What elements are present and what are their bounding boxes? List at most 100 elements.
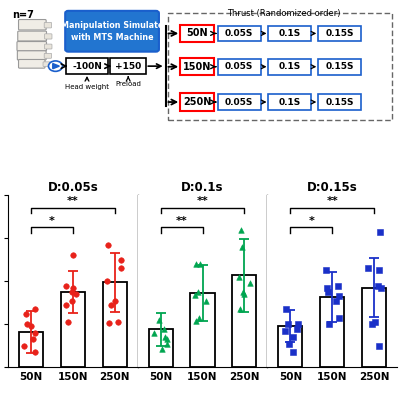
Point — [163, 336, 170, 342]
Title: D:0.15s: D:0.15s — [307, 181, 358, 194]
Point — [336, 315, 342, 321]
Text: 0.1S: 0.1S — [279, 62, 301, 71]
Point — [117, 256, 124, 263]
Text: Manipulation Simulate
with MTS Machine: Manipulation Simulate with MTS Machine — [61, 21, 163, 41]
Point — [294, 321, 301, 327]
Title: D:0.1s: D:0.1s — [181, 181, 224, 194]
Point — [375, 282, 381, 289]
Bar — [103, 282, 127, 367]
Point — [324, 284, 330, 291]
Text: *: * — [308, 216, 314, 226]
Point — [106, 320, 113, 326]
Point — [372, 319, 378, 325]
Point — [160, 325, 167, 332]
Point — [335, 282, 342, 289]
Point — [118, 265, 124, 271]
Bar — [148, 329, 173, 367]
Text: Preload: Preload — [115, 81, 141, 87]
FancyBboxPatch shape — [43, 62, 51, 66]
Text: -100N: -100N — [72, 62, 102, 71]
Text: 0.05S: 0.05S — [225, 98, 253, 107]
Point — [238, 226, 244, 233]
Circle shape — [49, 61, 63, 71]
Point — [196, 261, 203, 267]
Text: **: ** — [67, 196, 79, 206]
Point — [164, 340, 170, 347]
Point — [32, 349, 38, 356]
Point — [69, 297, 75, 304]
Text: Thrust (Randomized order): Thrust (Randomized order) — [227, 9, 341, 18]
FancyBboxPatch shape — [45, 34, 52, 39]
Text: *: * — [49, 216, 55, 226]
Point — [104, 278, 111, 284]
Bar — [232, 275, 257, 367]
Text: 0.1S: 0.1S — [279, 29, 301, 38]
FancyBboxPatch shape — [45, 44, 52, 49]
Point — [65, 319, 71, 325]
Point — [195, 289, 201, 295]
Point — [156, 317, 162, 323]
FancyBboxPatch shape — [268, 26, 312, 41]
Point — [376, 267, 382, 274]
Point — [62, 282, 69, 289]
FancyBboxPatch shape — [318, 94, 361, 110]
FancyBboxPatch shape — [17, 41, 47, 51]
Text: 0.05S: 0.05S — [225, 62, 253, 71]
Point — [369, 321, 375, 327]
FancyBboxPatch shape — [218, 59, 261, 75]
Text: 0.15S: 0.15S — [325, 62, 354, 71]
Point — [203, 297, 209, 304]
FancyBboxPatch shape — [268, 94, 312, 110]
Point — [23, 310, 30, 317]
FancyBboxPatch shape — [218, 94, 261, 110]
Text: **: ** — [196, 196, 209, 206]
Point — [69, 252, 76, 258]
Point — [63, 302, 69, 308]
FancyBboxPatch shape — [18, 60, 45, 68]
Point — [282, 327, 288, 334]
FancyBboxPatch shape — [318, 26, 361, 41]
FancyBboxPatch shape — [218, 26, 261, 41]
Bar — [362, 288, 386, 367]
Point — [30, 336, 36, 342]
Point — [236, 274, 243, 280]
Point — [376, 342, 383, 349]
Point — [162, 334, 169, 340]
Bar — [61, 292, 85, 367]
Point — [239, 244, 245, 250]
Point — [104, 241, 111, 248]
Point — [286, 340, 292, 347]
FancyBboxPatch shape — [17, 51, 46, 60]
Point — [322, 267, 329, 274]
Point — [283, 306, 290, 312]
Point — [192, 292, 198, 298]
Point — [326, 321, 332, 327]
Point — [32, 330, 38, 336]
Point — [247, 280, 253, 286]
Point — [20, 342, 27, 349]
Point — [108, 302, 114, 308]
Point — [24, 321, 30, 327]
Point — [240, 289, 246, 295]
Text: 0.1S: 0.1S — [279, 98, 301, 107]
Text: 0.15S: 0.15S — [325, 98, 354, 107]
Point — [69, 284, 76, 291]
Point — [112, 297, 118, 304]
Point — [336, 293, 343, 299]
Point — [237, 306, 243, 312]
FancyBboxPatch shape — [67, 58, 107, 74]
Bar — [168, 13, 392, 120]
Text: 50N: 50N — [186, 28, 208, 38]
Point — [192, 318, 199, 324]
Point — [365, 265, 371, 271]
Text: 0.05S: 0.05S — [225, 29, 253, 38]
Text: 150N: 150N — [183, 62, 211, 72]
FancyBboxPatch shape — [180, 93, 214, 111]
Text: 0.15S: 0.15S — [325, 29, 354, 38]
FancyBboxPatch shape — [18, 31, 47, 41]
FancyBboxPatch shape — [180, 58, 214, 75]
FancyBboxPatch shape — [18, 19, 46, 30]
FancyBboxPatch shape — [44, 53, 52, 58]
FancyBboxPatch shape — [180, 25, 214, 42]
Bar — [19, 332, 43, 367]
